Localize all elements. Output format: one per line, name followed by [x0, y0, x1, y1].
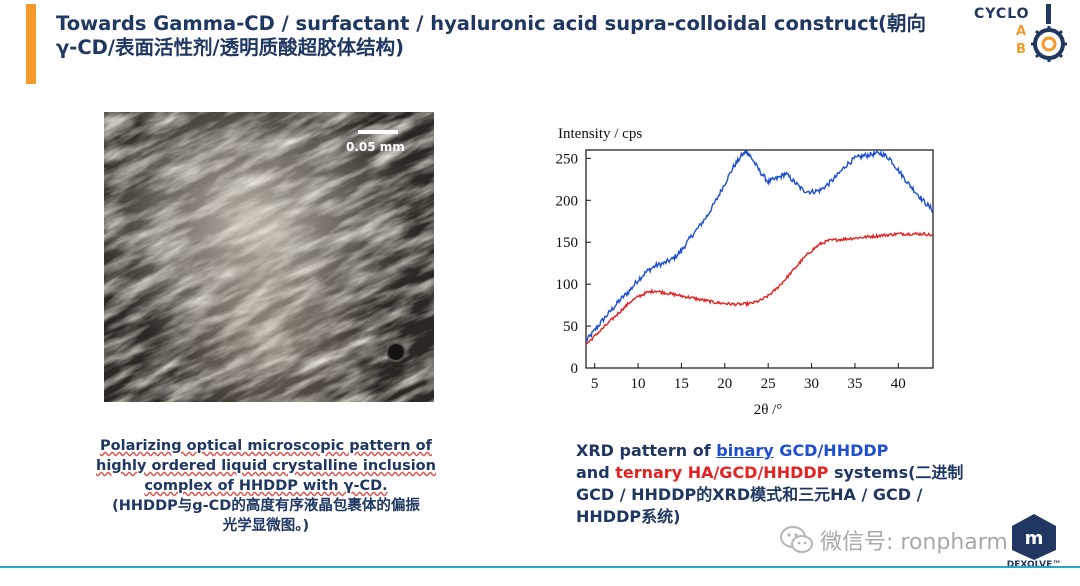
scale-bar [358, 130, 398, 134]
y-tick-label: 50 [563, 319, 578, 335]
wechat-icon [780, 526, 813, 553]
slide-title: Towards Gamma-CD / surfactant / hyaluron… [56, 12, 926, 59]
x-axis-label: 2θ /° [754, 402, 783, 418]
logo-letter-b: B [1016, 42, 1026, 57]
xrd-caption-line-2: and ternary HA/GCD/HHDDP systems(二进制 [576, 462, 1016, 484]
y-tick-label: 100 [556, 277, 579, 293]
x-tick-label: 15 [674, 376, 689, 392]
xrd-caption-line-3: GCD / HHDDP的XRD模式和三元HA / GCD / [576, 485, 923, 504]
dexolve-logo: m DEXOLVE™ [1004, 512, 1064, 574]
wechat-watermark: 微信号: ronpharm [780, 522, 1008, 558]
caption-text: XRD pattern of [576, 441, 717, 460]
logo-letter-a: A [1016, 24, 1027, 39]
caption-line-3: complex of HHDDP with γ-CD. [144, 478, 388, 494]
caption-text: and [576, 463, 616, 482]
y-tick-label: 250 [556, 151, 579, 167]
y-tick-label: 150 [556, 235, 579, 251]
footer-line [0, 566, 1080, 568]
cyclodextrin-ring-icon [1031, 4, 1067, 62]
watermark-text: 微信号: ronpharm [820, 530, 1008, 555]
ternary-series-line [585, 231, 934, 346]
binary-system-label: GCD/HHDDP [773, 441, 889, 460]
plot-frame [585, 149, 934, 369]
x-tick-label: 40 [891, 376, 906, 392]
scale-label: 0.05 mm [346, 140, 405, 154]
y-axis-label: Intensity / cps [558, 126, 642, 142]
caption-line-5: 光学显微图。) [222, 518, 310, 534]
logo-text: CYCLO [974, 6, 1030, 22]
dexolve-hexagon-icon: m [1012, 514, 1056, 560]
caption-line-1: Polarizing optical microscopic pattern o… [100, 438, 432, 454]
polarizing-micrograph: 0.05 mm [104, 112, 434, 402]
binary-label: binary [716, 441, 774, 460]
xrd-caption-line-1: XRD pattern of binary GCD/HHDDP [576, 440, 1016, 462]
micrograph-caption: Polarizing optical microscopic pattern o… [86, 436, 446, 536]
x-tick-label: 10 [631, 376, 646, 392]
xrd-caption-line-4: HHDDP系统) [576, 507, 681, 526]
xrd-chart: Intensity / cps 5 10 15 20 25 30 35 40 0 50 100 150… [556, 126, 934, 418]
x-tick-label: 35 [847, 376, 862, 392]
x-tick-label: 30 [804, 376, 819, 392]
ternary-label: ternary HA/GCD/HHDDP [615, 463, 829, 482]
x-tick-label: 25 [761, 376, 776, 392]
caption-text: systems(二进制 [828, 463, 964, 482]
y-tick-label: 200 [556, 193, 579, 209]
x-tick-label: 5 [591, 376, 599, 392]
xrd-caption: XRD pattern of binary GCD/HHDDP and tern… [576, 440, 1016, 528]
binary-series-line [585, 149, 934, 343]
caption-line-4: (HHDDP与g-CD的高度有序液晶包裹体的偏振 [112, 498, 420, 514]
micrograph-texture [104, 112, 434, 402]
caption-line-2: highly ordered liquid crystalline inclus… [96, 458, 436, 474]
title-accent-bar [26, 4, 36, 84]
svg-text:m: m [1025, 528, 1044, 549]
dexolve-text: DEXOLVE™ [1006, 560, 1062, 570]
y-tick-label: 0 [571, 361, 579, 377]
cyclolab-logo: CYCLO A B [964, 4, 1074, 70]
x-tick-label: 20 [717, 376, 732, 392]
